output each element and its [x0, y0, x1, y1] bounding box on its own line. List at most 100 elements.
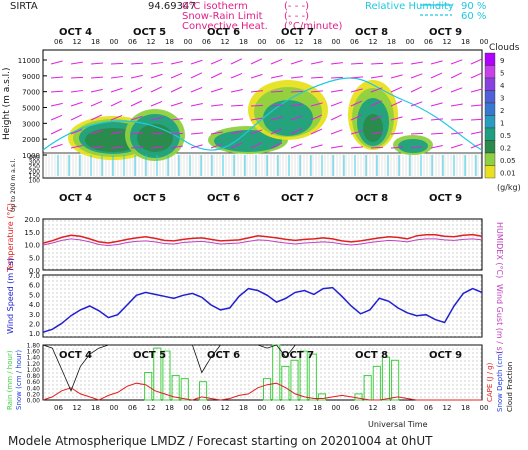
colorbar-swatch: [484, 115, 496, 129]
wind-arrow: [170, 118, 183, 121]
wind-arrow: [450, 87, 463, 93]
wind-gust-axis-label: Wind Gust (m / s): [495, 284, 504, 354]
height-tick: 1000: [22, 152, 40, 160]
colorbar-tick: 0.01: [500, 170, 516, 178]
rain-tick: 0.60: [27, 379, 41, 386]
colorbar: 9 5 4 3 2 1 0.5 0.2 0.05 0.01: [484, 52, 516, 179]
day-label: OCT 6: [207, 27, 240, 38]
hour-label: 00: [258, 38, 267, 46]
height-tick: 5000: [22, 105, 40, 113]
height-tick-lower: 150: [29, 173, 41, 180]
day-label: OCT 4: [59, 193, 92, 204]
wind-arrow: [250, 73, 263, 79]
snow-depth-axis-label: Snow Depth (cm): [496, 351, 504, 412]
wind-arrow: [150, 146, 163, 149]
wind-arrow: [50, 90, 64, 93]
day-label: OCT 4: [59, 0, 63, 1]
lower-height-label: Up to 200 m a.s.l.: [10, 159, 17, 212]
wind-arrow: [250, 58, 263, 65]
wind-arrow: [410, 101, 423, 107]
universal-time-label: Universal Time: [368, 420, 428, 429]
day-label: OCT 9: [429, 350, 462, 361]
wind-arrow: [290, 76, 303, 79]
temperature-tick: 10.0: [24, 242, 40, 250]
wind-arrow: [170, 101, 183, 107]
day-label: OCT 8: [355, 193, 388, 204]
rain-tick: 1.60: [27, 349, 41, 356]
wind-arrow: [270, 128, 283, 135]
hour-label: 06: [424, 38, 433, 46]
wind-arrow: [70, 61, 83, 65]
wind-arrow: [50, 114, 63, 121]
wind-arrow: [350, 130, 363, 135]
hour-label: 12: [369, 38, 378, 46]
cloud-blob: [363, 114, 383, 142]
wind-arrow: [290, 128, 303, 135]
day-label: OCT 8: [355, 350, 388, 361]
wind-arrow: [210, 87, 223, 93]
wind-arrow: [190, 59, 203, 65]
height-tick: 3000: [22, 120, 40, 128]
temperature-tick: 5.0: [29, 254, 40, 262]
wind-arrow: [230, 130, 243, 135]
colorbar-tick: 4: [500, 82, 505, 90]
wind-arrow: [350, 76, 363, 79]
wind-arrow: [470, 131, 483, 135]
colorbar-unit: (g/kg): [497, 183, 521, 192]
wind-arrow: [450, 132, 463, 135]
wind-arrow: [410, 73, 423, 79]
wind-arrow: [450, 59, 463, 65]
colorbar-swatch: [484, 152, 496, 166]
hour-label: 06: [202, 38, 211, 46]
wind-arrow: [430, 118, 443, 121]
hour-label: 06: [350, 404, 359, 412]
wind-arrow: [70, 101, 83, 107]
legend-symbol-0: (- - -): [284, 1, 309, 12]
wind-arrow: [370, 146, 384, 149]
wind-arrow: [90, 62, 104, 65]
cloud-fraction-axis-label: Cloud Fraction: [506, 362, 514, 412]
rain-bar: [153, 347, 162, 401]
humidex-axis-label: HUMIDEX (°C): [495, 222, 504, 278]
height-tick: 2000: [22, 136, 40, 144]
day-label: OCT 5: [133, 193, 166, 204]
wind-arrow: [390, 100, 403, 107]
height-tick-lower: 200: [29, 168, 41, 175]
wind-arrow: [330, 89, 343, 93]
hour-label: 00: [406, 404, 415, 412]
hour-label: 18: [387, 404, 396, 412]
wind-speed-axis-label: Wind Speed (m / s): [6, 258, 15, 334]
wind-tick: 5.0: [29, 291, 40, 299]
wind-arrow: [250, 129, 263, 135]
wind-arrow: [90, 129, 103, 135]
wind-arrow: [150, 61, 163, 65]
wind-arrow: [110, 75, 123, 79]
height-tick-lower: 100: [29, 178, 41, 185]
wind-arrow: [370, 75, 383, 79]
wind-arrow: [170, 145, 183, 149]
wind-arrow: [430, 102, 443, 107]
rain-grid: [43, 345, 482, 400]
wind-arrow: [230, 72, 243, 79]
wind-arrow: [470, 58, 483, 65]
hour-label: 18: [91, 404, 100, 412]
wind-arrow: [90, 146, 103, 149]
hour-label: 12: [147, 38, 156, 46]
wind-arrow: [50, 128, 63, 135]
wind-arrow: [390, 132, 403, 135]
wind-arrow: [70, 89, 83, 93]
cape-line: [42, 382, 482, 401]
wind-arrow: [190, 72, 203, 79]
day-label: OCT 8: [355, 27, 388, 38]
hour-label: 00: [258, 404, 267, 412]
day-label: OCT 5: [133, 0, 137, 1]
rain-tick: 0.80: [27, 373, 41, 380]
wind-arrow: [390, 86, 403, 93]
height-axis-label: Height (m a.s.l.): [2, 67, 12, 140]
wind-arrow: [170, 72, 183, 79]
colorbar-tick: 5: [500, 70, 504, 78]
colorbar-swatch: [484, 102, 496, 116]
wind-arrow: [110, 114, 123, 121]
wind-arrow: [270, 104, 283, 107]
